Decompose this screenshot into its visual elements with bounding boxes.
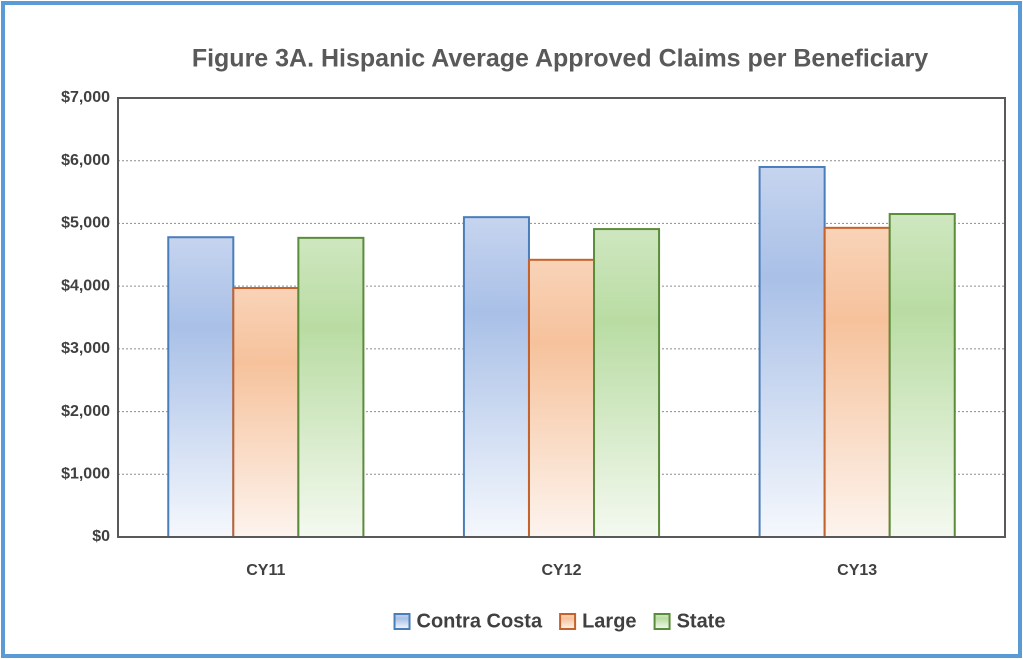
legend-swatch — [393, 613, 411, 630]
legend-swatch — [559, 613, 577, 630]
plot-border — [117, 97, 1006, 538]
bar — [888, 213, 956, 538]
bar — [232, 287, 300, 538]
y-tick-label: $0 — [92, 528, 110, 545]
x-tick-label: CY11 — [246, 562, 285, 579]
bar — [593, 228, 661, 539]
y-tick-label: $6,000 — [61, 152, 110, 169]
y-tick-label: $1,000 — [61, 466, 110, 483]
y-tick-label: $5,000 — [61, 215, 110, 232]
bar — [462, 216, 530, 539]
legend-swatch — [653, 613, 671, 630]
legend-label: Large — [582, 610, 636, 632]
legend-label: Contra Costa — [417, 610, 543, 632]
bar — [527, 258, 596, 538]
chart-title: Figure 3A. Hispanic Average Approved Cla… — [192, 45, 928, 73]
bar — [823, 226, 891, 538]
x-tick-label: CY12 — [541, 562, 581, 579]
y-tick-label: $3,000 — [61, 340, 110, 357]
y-tick-label: $2,000 — [61, 403, 110, 420]
bar — [167, 236, 235, 538]
bar — [297, 236, 365, 539]
bar — [758, 165, 826, 538]
legend-label: State — [677, 610, 726, 632]
y-tick-label: $7,000 — [61, 89, 110, 106]
x-tick-label: CY13 — [837, 562, 877, 579]
y-tick-label: $4,000 — [61, 277, 110, 294]
